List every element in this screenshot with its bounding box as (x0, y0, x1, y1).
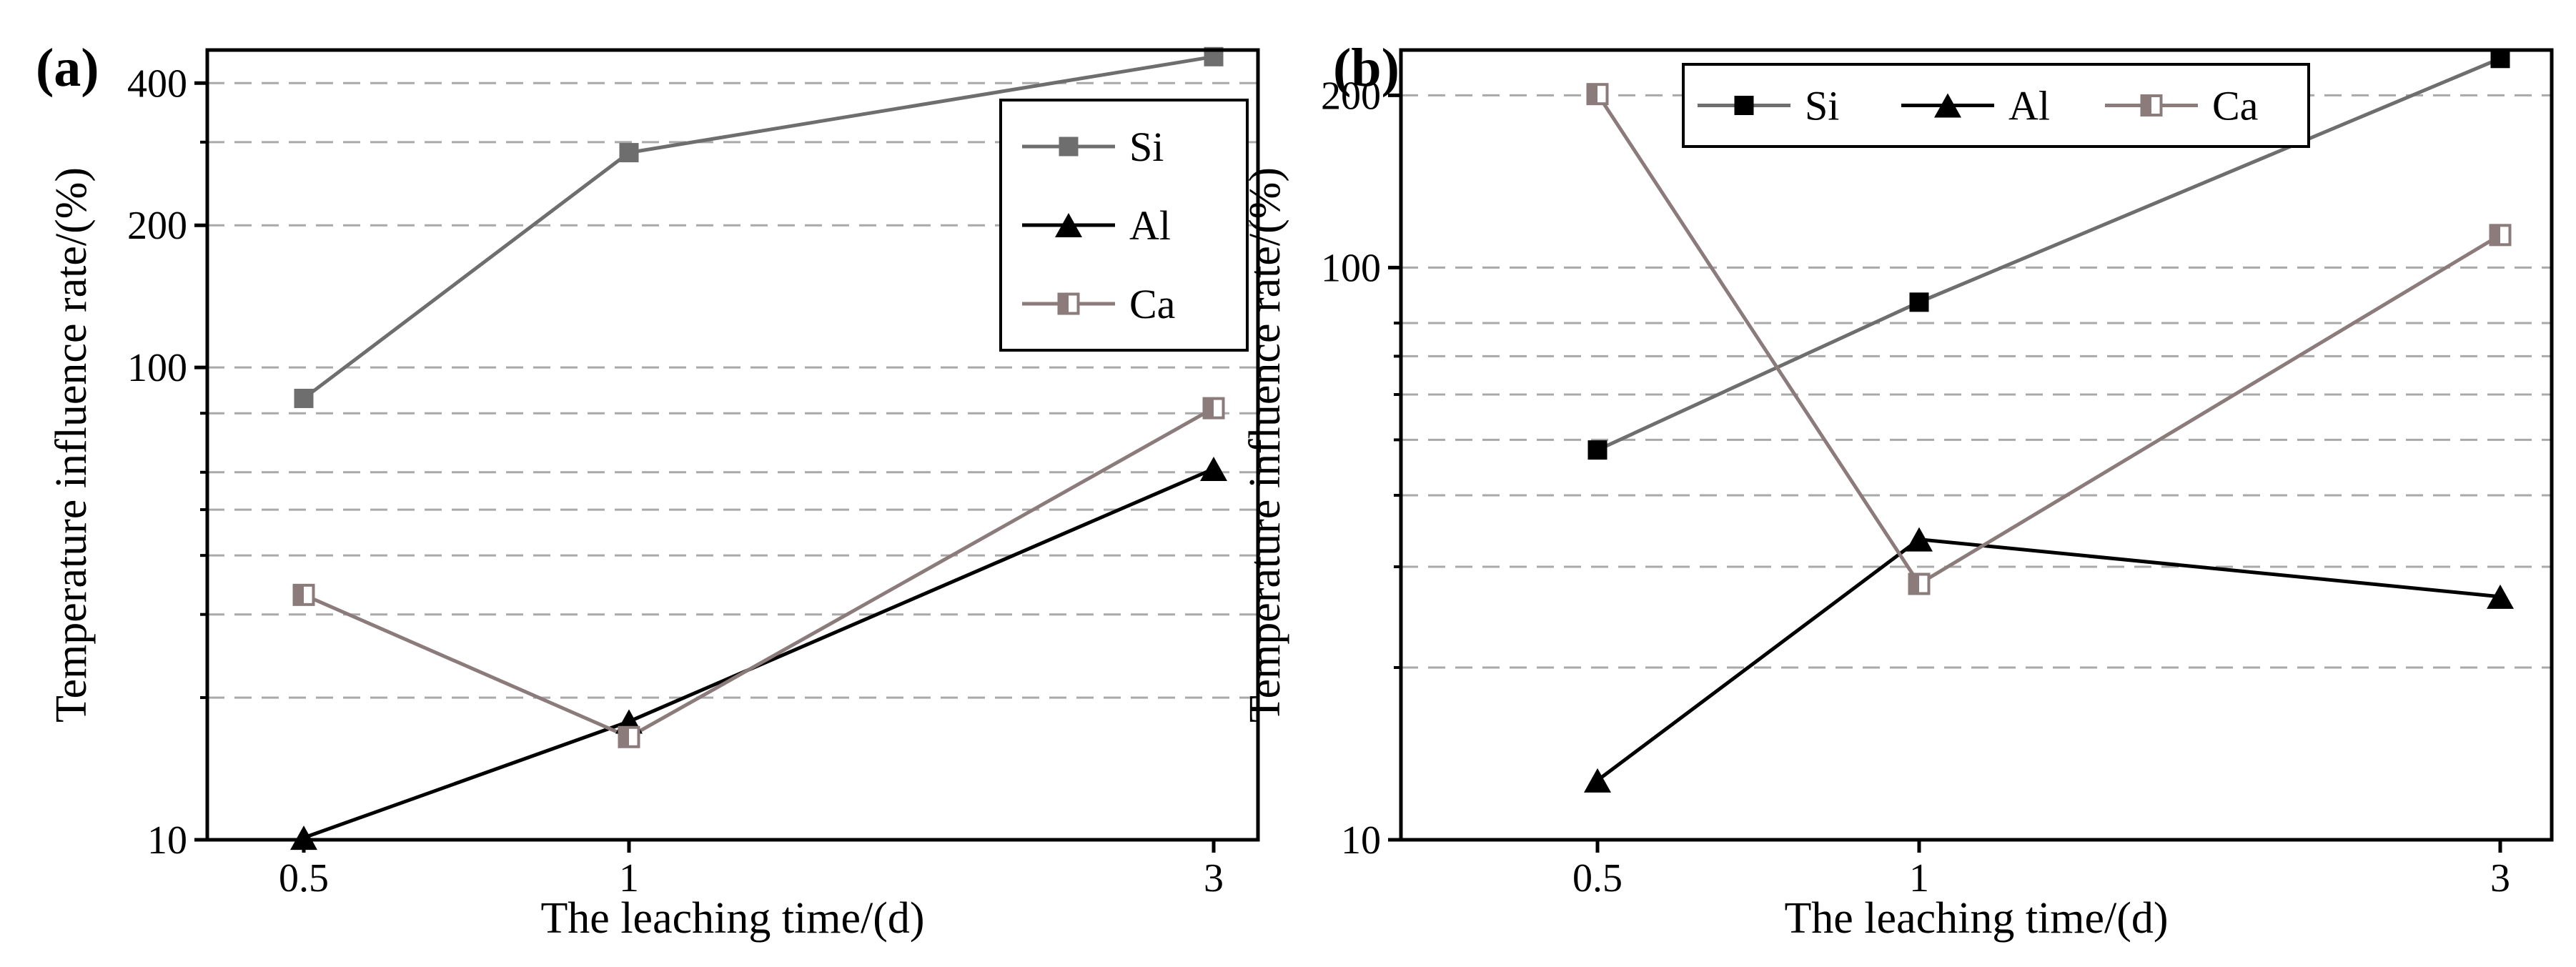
marker-p1-s2-1-half (619, 727, 629, 747)
legend-label-si: Si (1805, 83, 1839, 129)
legend-label-si: Si (1129, 124, 1164, 170)
marker-p1-s1-2 (1200, 457, 1227, 482)
y-tick-label: 200 (1321, 74, 1381, 118)
legend-2: Si Al Ca (1682, 63, 2310, 148)
x-axis-title: The leaching time/(d) (1784, 894, 2168, 943)
marker-p2-s0-legend (1734, 96, 1754, 115)
panel-1: 10 100 200 400 0.5 1 3 The leaching time/(d) Tem… (36, 38, 1260, 943)
marker-p1-s1-legend (1055, 213, 1082, 237)
marker-p2-s2-1-half (1909, 574, 1919, 594)
marker-p1-s1-0 (290, 825, 317, 851)
legend-1: Si Al Ca (999, 99, 1249, 352)
series-line-ca (302, 406, 1215, 740)
series-line-ca (1595, 93, 2502, 587)
y-tick-label: 400 (127, 61, 187, 106)
x-tick-label: 3 (1204, 856, 1224, 901)
plot-frame-2 (1399, 48, 2554, 842)
y-axis-title: Temperature influence rate/(%) (47, 167, 96, 723)
panel-label: (b) (1333, 38, 1400, 98)
x-tick-label: 1 (619, 856, 639, 901)
marker-p2-s1-1 (1906, 527, 1933, 552)
panel-label: (a) (36, 38, 99, 98)
marker-p2-s2-0-half (1587, 84, 1597, 104)
y-tick-label: 10 (1341, 818, 1381, 863)
x-tick-label: 0.5 (279, 856, 329, 901)
marker-p2-s2-legend-half (2141, 96, 2151, 115)
series-line-al (1596, 537, 2501, 782)
marker-p1-s2-2-half (1204, 398, 1214, 418)
y-tick-label: 100 (127, 346, 187, 390)
plot-frame-1 (205, 48, 1260, 842)
marker-p2-s0-2 (2490, 49, 2510, 69)
marker-p1-s0-legend (1059, 137, 1079, 157)
y-tick-label: 200 (127, 204, 187, 248)
marker-p2-s0-0 (1587, 440, 1607, 460)
marker-p1-s2-legend-half (1059, 294, 1069, 314)
y-tick-label: 100 (1321, 246, 1381, 290)
legend-label-al: Al (2008, 83, 2050, 129)
marker-p1-s0-1 (619, 143, 639, 163)
x-axis-title: The leaching time/(d) (540, 894, 924, 943)
y-tick-label: 10 (147, 818, 187, 863)
x-tick-label: 0.5 (1572, 856, 1623, 901)
legend-label-ca: Ca (1129, 281, 1175, 327)
legend-label-ca: Ca (2212, 83, 2258, 129)
marker-p2-s1-2 (2487, 584, 2514, 609)
marker-p1-s2-0-half (294, 585, 304, 605)
x-tick-label: 3 (2490, 856, 2510, 901)
marker-p2-s2-2-half (2490, 225, 2500, 245)
marker-p2-s1-legend (1934, 93, 1961, 118)
marker-p2-s1-0 (1584, 768, 1611, 793)
legend-label-al: Al (1129, 202, 1171, 249)
marker-p1-s0-0 (294, 388, 314, 408)
x-tick-label: 1 (1909, 856, 1929, 901)
panel-2: 10 100 200 0.5 1 3 The leaching time/(d) Temper… (1241, 38, 2554, 943)
marker-p2-s0-1 (1909, 292, 1929, 312)
y-axis-title: Temperature influence rate/(%) (1241, 167, 1289, 723)
